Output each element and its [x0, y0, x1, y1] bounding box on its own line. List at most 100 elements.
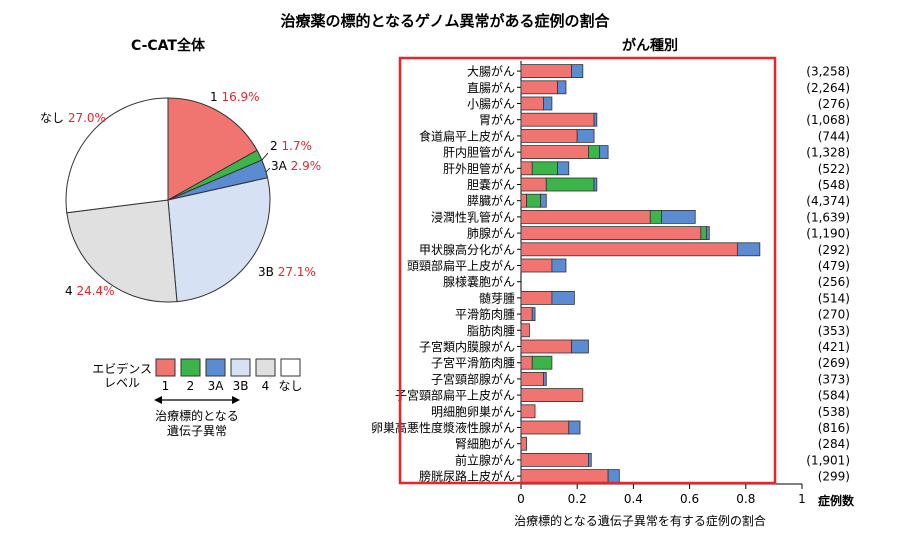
case-count: (292) — [818, 243, 850, 257]
pie-label-2: 2 1.7% — [270, 139, 312, 153]
bar-segment-level-3A — [593, 112, 598, 127]
bar-segment-level-3A — [531, 307, 536, 322]
category-label: 肝外胆管がん — [443, 161, 515, 176]
case-count: (270) — [818, 308, 850, 322]
bar-segment-level-1 — [520, 339, 572, 354]
pie-label-percent: 27.1% — [278, 265, 316, 279]
bar-segment-level-2 — [531, 161, 558, 176]
pie-label-level: 3A — [271, 159, 291, 173]
bar-segment-level-3A — [571, 64, 584, 78]
pie-slice-4 — [66, 199, 178, 303]
bar-segment-level-3A — [599, 145, 609, 160]
legend-swatch-2 — [180, 358, 201, 377]
pie-label-level: 1 — [210, 90, 221, 104]
legend-swatch-3A — [205, 358, 226, 377]
bar-segment-level-3A — [607, 469, 620, 484]
legend-label-1: 1 — [162, 379, 170, 393]
case-count: (256) — [818, 275, 850, 289]
bar-segment-level-1 — [520, 436, 528, 451]
category-label: 明細胞卵巣がん — [431, 404, 515, 419]
legend-title-line2: レベル — [104, 376, 140, 390]
bar-segment-level-3A — [576, 128, 595, 143]
case-count: (4,374) — [806, 194, 850, 208]
pie-label-percent: 16.9% — [221, 90, 259, 104]
category-label: 甲状腺高分化がん — [419, 242, 515, 257]
case-count: (1,901) — [806, 453, 850, 467]
legend-arrow-text-line1: 治療標的となる — [155, 408, 239, 423]
bar-segment-level-1 — [520, 96, 544, 111]
legend-swatch-3B — [230, 358, 251, 377]
legend-arrow-text-line2: 遺伝子異常 — [167, 423, 227, 438]
category-label: 直腸がん — [467, 80, 515, 95]
pie-label-3B: 3B 27.1% — [258, 265, 316, 279]
category-label: 肝内胆管がん — [443, 145, 515, 160]
pie-leader-3a — [265, 167, 271, 173]
pie-label-1: 1 16.9% — [210, 90, 260, 104]
legend-arrow-right-head — [232, 396, 240, 404]
category-label: 胃がん — [479, 112, 515, 127]
pie-label-none: なし 27.0% — [40, 111, 106, 125]
bar-segment-level-1 — [520, 404, 536, 419]
pie-title: C-CAT全体 — [131, 37, 206, 54]
bar-segment-level-3A — [661, 209, 696, 224]
bar-segment-level-3A — [706, 226, 710, 241]
category-label: 大腸がん — [467, 64, 515, 79]
case-count: (373) — [818, 372, 850, 386]
category-label: 平滑筋肉腫 — [455, 307, 515, 322]
bar-segment-level-3A — [540, 193, 547, 208]
category-label: 肺腺がん — [467, 226, 515, 241]
bar-segment-level-1 — [520, 112, 595, 127]
category-label: 膀胱尿路上皮がん — [419, 469, 515, 484]
category-label: 脂肪肉腫 — [467, 323, 515, 338]
bar-segment-level-1 — [520, 145, 589, 160]
case-count: (421) — [818, 340, 850, 354]
bar-segment-level-1 — [520, 258, 553, 273]
bar-segment-level-1 — [520, 177, 547, 192]
category-label: 膵臓がん — [467, 193, 515, 208]
bar-segment-level-1 — [520, 323, 530, 338]
pie-label-level: 4 — [65, 284, 76, 298]
pie-label-level: 3B — [258, 265, 278, 279]
bar-chart-xlabel: 治療標的となる遺伝子異常を有する症例の割合 — [514, 513, 766, 528]
case-count: (538) — [818, 405, 850, 419]
bar-segment-level-1 — [520, 469, 609, 484]
bar-segment-level-1 — [520, 128, 578, 143]
case-count: (522) — [818, 162, 850, 176]
case-count: (1,328) — [806, 146, 850, 160]
case-count: (284) — [818, 437, 850, 451]
case-count: (479) — [818, 259, 850, 273]
case-count: (353) — [818, 324, 850, 338]
pie-label-level: なし — [40, 111, 68, 125]
bar-segment-level-1 — [520, 355, 533, 370]
case-count: (1,190) — [806, 227, 850, 241]
case-count: (744) — [818, 129, 850, 143]
category-label: 腺様嚢胞がん — [443, 274, 515, 289]
bar-segment-level-3A — [557, 80, 567, 95]
figure-title: 治療薬の標的となるゲノム異常がある症例の割合 — [280, 12, 610, 30]
bar-segment-level-1 — [520, 226, 702, 241]
bar-segment-level-3A — [551, 290, 575, 305]
category-label: 子宮類内膜腺がん — [419, 339, 515, 354]
case-count: (816) — [818, 421, 850, 435]
legend-swatch-none — [280, 358, 301, 377]
category-label: 頭頸部扁平上皮がん — [407, 258, 515, 273]
pie-label-percent: 2.9% — [291, 159, 322, 173]
category-label: 子宮平滑筋肉腫 — [431, 355, 515, 370]
pie-label-3A: 3A 2.9% — [271, 159, 321, 173]
bar-segment-level-1 — [520, 161, 533, 176]
case-count: (514) — [818, 291, 850, 305]
bar-segment-level-2 — [531, 355, 553, 370]
case-count: (276) — [818, 97, 850, 111]
category-label: 子宮頸部扁平上皮がん — [395, 388, 515, 403]
bar-segment-level-1 — [520, 371, 544, 386]
case-count: (584) — [818, 389, 850, 403]
legend-label-none: なし — [278, 379, 302, 393]
bar-segment-level-1 — [520, 64, 572, 78]
legend-label-3A: 3A — [208, 379, 225, 393]
pie-chart: 1 16.9% 2 1.7% 3A 2.9% 3B 27.1% 4 24.4% なし 27… — [40, 90, 321, 303]
bar-segment-level-1 — [520, 80, 558, 95]
x-tick-label: 0 — [517, 492, 525, 506]
category-label: 子宮頸部腺がん — [431, 371, 515, 386]
category-label: 小腸がん — [467, 96, 515, 111]
legend-label-4: 4 — [262, 379, 270, 393]
